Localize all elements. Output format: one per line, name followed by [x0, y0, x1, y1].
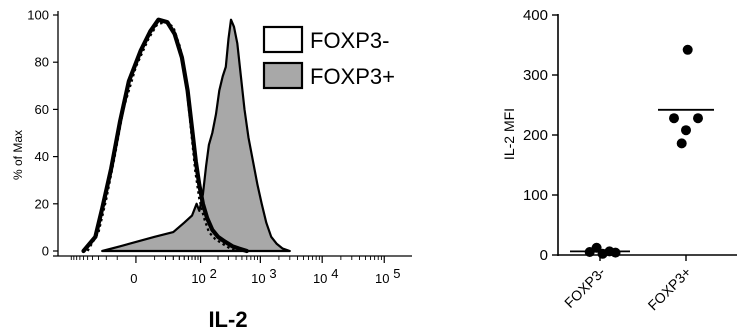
histogram-y-ticks: 0 20 40 60 80 100	[27, 8, 58, 259]
scatter-axes	[558, 14, 737, 256]
histogram-x-tick-label: 10	[191, 271, 205, 286]
scatter-y-tick-label: 0	[540, 247, 548, 264]
histogram-y-tick-label: 80	[35, 55, 49, 70]
scatter-panel: 0 100 200 300 400 FOXP3- FOXP3+ IL-2 MFI	[501, 7, 737, 313]
scatter-point	[611, 248, 621, 258]
histogram-legend: FOXP3- FOXP3+	[264, 27, 395, 89]
scatter-point	[693, 113, 703, 123]
scatter-point	[681, 125, 691, 135]
histogram-series-group	[84, 20, 290, 251]
scatter-y-tick-label: 300	[523, 67, 548, 84]
histogram-x-tick-exponent: 3	[269, 266, 276, 281]
histogram-y-tick-label: 100	[27, 8, 49, 23]
scatter-y-ticks: 0 100 200 300 400	[523, 7, 558, 264]
scatter-mean-lines	[570, 110, 714, 252]
histogram-y-axis-label: % of Max	[11, 130, 25, 180]
histogram-x-tick-label: 10	[251, 271, 265, 286]
histogram-y-tick-label: 60	[35, 102, 49, 117]
histogram-y-tick-label: 20	[35, 196, 49, 211]
scatter-category-label: FOXP3-	[561, 264, 608, 311]
histogram-x-tick-label: 0	[130, 271, 137, 286]
scatter-y-tick-label: 400	[523, 7, 548, 24]
histogram-x-tick-exponent: 4	[331, 266, 338, 281]
scatter-category-labels: FOXP3- FOXP3+	[561, 255, 694, 313]
histogram-x-tick-exponent: 5	[393, 266, 400, 281]
histogram-y-tick-label: 40	[35, 149, 49, 164]
scatter-points	[585, 45, 703, 259]
histogram-x-axis-label: IL-2	[208, 307, 247, 331]
legend-swatch	[264, 27, 302, 52]
scatter-point	[683, 45, 693, 55]
scatter-point	[669, 113, 679, 123]
scatter-point	[677, 138, 687, 148]
histogram-x-tick-label: 10	[375, 271, 389, 286]
legend-swatch	[264, 63, 302, 88]
series-foxp3-plus-area	[102, 20, 290, 251]
scatter-y-axis-label: IL-2 MFI	[501, 108, 517, 160]
scatter-y-tick-label: 100	[523, 187, 548, 204]
histogram-x-ticks: 0 10 2 10 3 10 4 10 5	[71, 256, 400, 286]
legend-label: FOXP3+	[310, 64, 395, 89]
histogram-panel: 0 10 2 10 3 10 4 10 5 0 20 40 60 80 100 % of Max IL-2…	[11, 8, 412, 331]
scatter-y-tick-label: 200	[523, 127, 548, 144]
histogram-x-tick-exponent: 2	[210, 266, 217, 281]
legend-label: FOXP3-	[310, 28, 389, 53]
histogram-x-tick-label: 10	[313, 271, 327, 286]
scatter-category-label: FOXP3+	[645, 264, 695, 314]
histogram-y-tick-label: 0	[42, 244, 49, 259]
